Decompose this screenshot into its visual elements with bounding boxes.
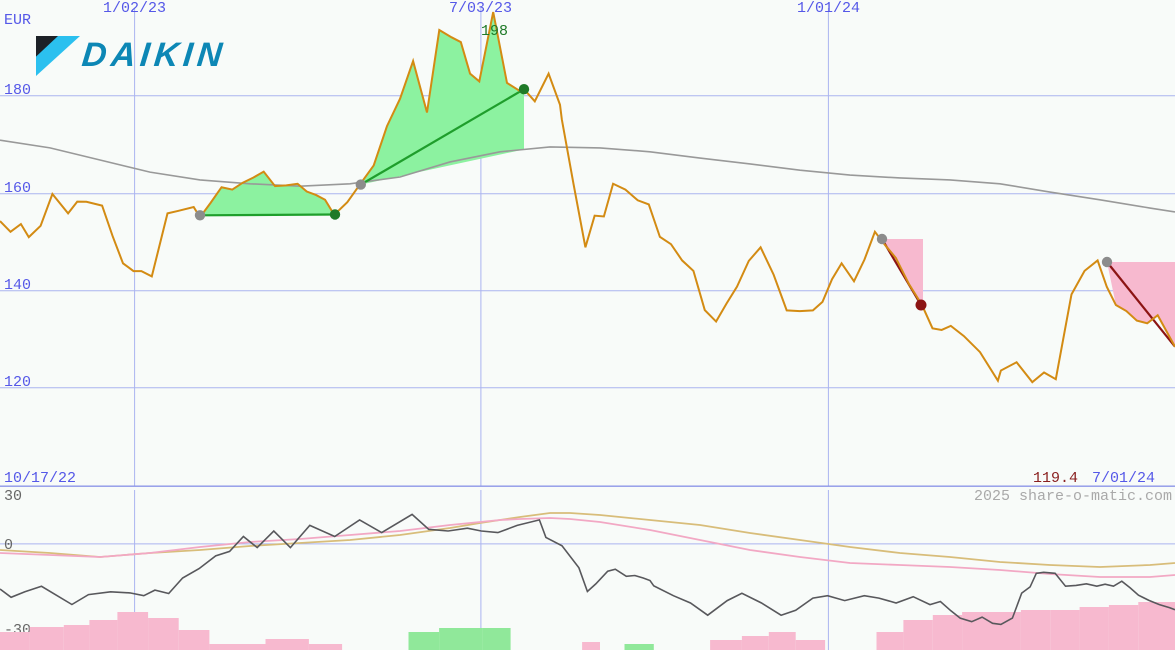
- svg-text:160: 160: [4, 180, 31, 197]
- svg-text:2025 share-o-matic.com: 2025 share-o-matic.com: [974, 488, 1172, 505]
- svg-text:10/17/22: 10/17/22: [4, 470, 76, 487]
- svg-text:7/03/23: 7/03/23: [449, 0, 512, 17]
- svg-text:198: 198: [481, 23, 508, 40]
- svg-text:140: 140: [4, 277, 31, 294]
- svg-text:1/02/23: 1/02/23: [103, 0, 166, 17]
- svg-text:EUR: EUR: [4, 12, 31, 29]
- svg-text:1/01/24: 1/01/24: [797, 0, 860, 17]
- svg-text:30: 30: [4, 488, 22, 505]
- svg-text:7/01/24: 7/01/24: [1092, 470, 1155, 487]
- svg-text:180: 180: [4, 82, 31, 99]
- svg-text:120: 120: [4, 374, 31, 391]
- svg-text:DAIKIN: DAIKIN: [80, 36, 228, 74]
- svg-text:119.4: 119.4: [1033, 470, 1078, 487]
